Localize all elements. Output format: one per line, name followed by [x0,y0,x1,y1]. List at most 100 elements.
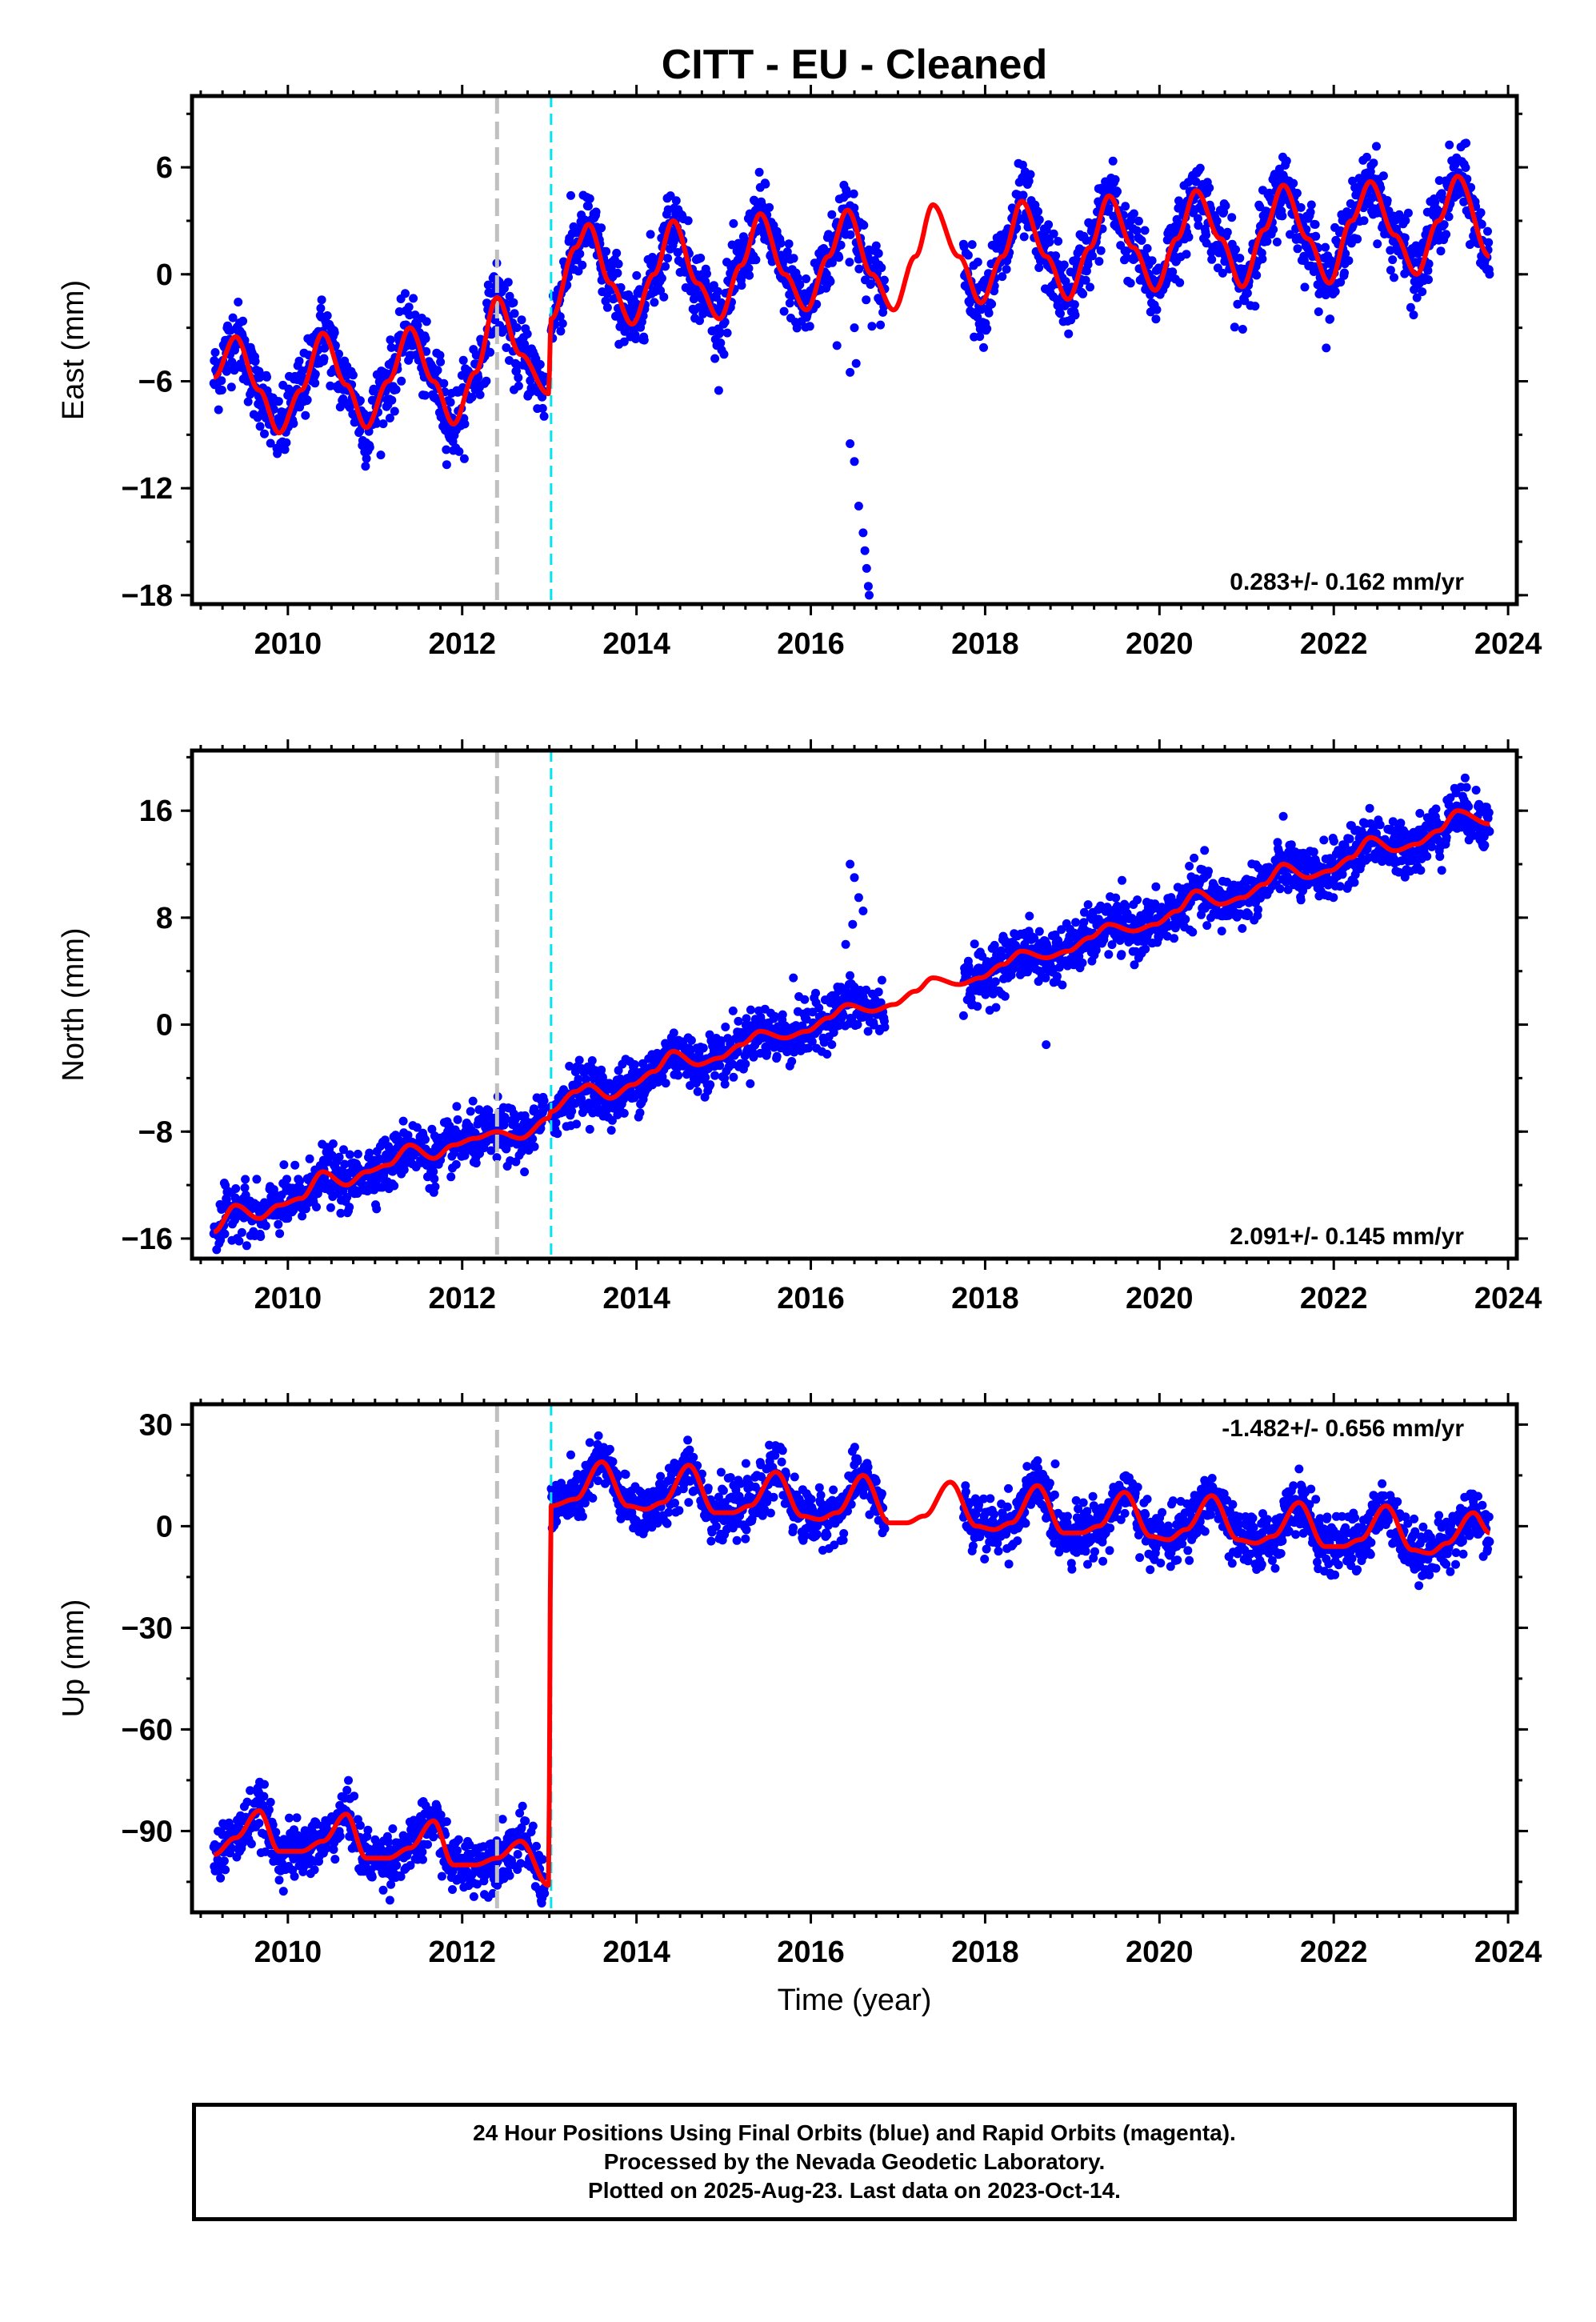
data-point [1254,905,1262,915]
data-point [867,322,877,331]
data-point [243,397,253,406]
data-point [1108,156,1118,166]
data-point [963,250,973,260]
data-point [827,210,837,219]
data-point [234,298,243,306]
data-point [284,384,294,394]
data-point [784,239,794,249]
data-point [714,386,723,395]
data-point [1362,152,1371,162]
data-point [520,339,530,349]
data-point [471,1159,481,1168]
data-point [1424,275,1433,284]
data-point [282,438,291,447]
data-point [663,254,673,263]
data-point [399,1165,409,1175]
data-point [214,405,223,414]
data-point [378,419,388,429]
data-point [1134,216,1143,226]
data-point [702,269,711,278]
data-point [585,1124,594,1134]
data-point [729,218,738,228]
data-point [1286,230,1294,239]
data-point [854,264,864,274]
data-point [1461,163,1470,172]
data-point [800,995,810,1004]
data-point [845,258,854,267]
data-point [1141,944,1150,954]
data-point [869,1020,878,1030]
data-point [334,1152,344,1162]
data-point [1278,211,1287,221]
data-point [659,292,669,302]
data-point [1244,910,1254,919]
data-point [1034,927,1044,936]
data-point [1002,265,1011,274]
data-point [575,249,585,258]
data-point [483,280,493,290]
data-point [1341,249,1350,258]
data-point [984,308,994,318]
north-panel: 2010 2012 2014 2016 2018 2020 2022 20241680−8−1… [57,739,1542,1315]
data-point [330,328,339,338]
data-point [1184,232,1194,242]
data-point [1170,934,1178,943]
data-point [429,1167,438,1176]
data-point [317,295,326,305]
data-point [585,194,594,203]
data-point [369,384,378,394]
data-point [1059,260,1069,270]
data-point [1269,225,1278,234]
x-tick-label: 2014 [602,627,670,661]
data-point [510,309,519,318]
data-point [631,334,641,343]
data-point [310,378,320,388]
data-point [1378,171,1388,181]
data-point [722,328,732,338]
data-point [1094,257,1104,266]
data-point [305,1154,314,1163]
data-point [1222,877,1232,887]
y-tick-label: −18 [122,579,173,613]
data-point [619,1108,629,1118]
data-point [1053,301,1062,310]
data-point [1204,867,1213,876]
data-point [1018,190,1028,200]
outlier-point [839,180,849,190]
data-point [1034,206,1042,216]
data-point [1444,212,1454,222]
data-point [1382,196,1392,205]
data-point [1182,250,1191,259]
data-point [302,395,312,405]
data-point [1350,878,1359,887]
data-point [1104,204,1114,213]
data-point [1483,226,1492,236]
data-point [538,403,547,413]
data-point [556,326,566,336]
data-point [1096,246,1106,255]
data-point [266,438,275,448]
data-point [1162,931,1172,941]
data-point [256,1232,266,1241]
data-point [503,278,513,287]
data-point [990,977,1000,987]
data-point [1348,176,1358,186]
data-point [391,385,401,394]
data-point [459,454,469,463]
data-point [1142,244,1152,253]
data-point [776,238,786,248]
data-point [698,1043,708,1053]
data-point [669,237,678,246]
data-point [1476,208,1486,218]
data-point [1319,835,1329,845]
data-point [390,1181,399,1191]
data-point [474,373,483,382]
data-point [410,310,420,320]
data-point [298,1211,307,1221]
outlier-point [865,591,874,600]
data-point [778,1010,787,1019]
data-point [785,298,794,308]
data-point [1191,177,1201,186]
data-point [1104,950,1114,959]
data-point [1242,288,1252,298]
